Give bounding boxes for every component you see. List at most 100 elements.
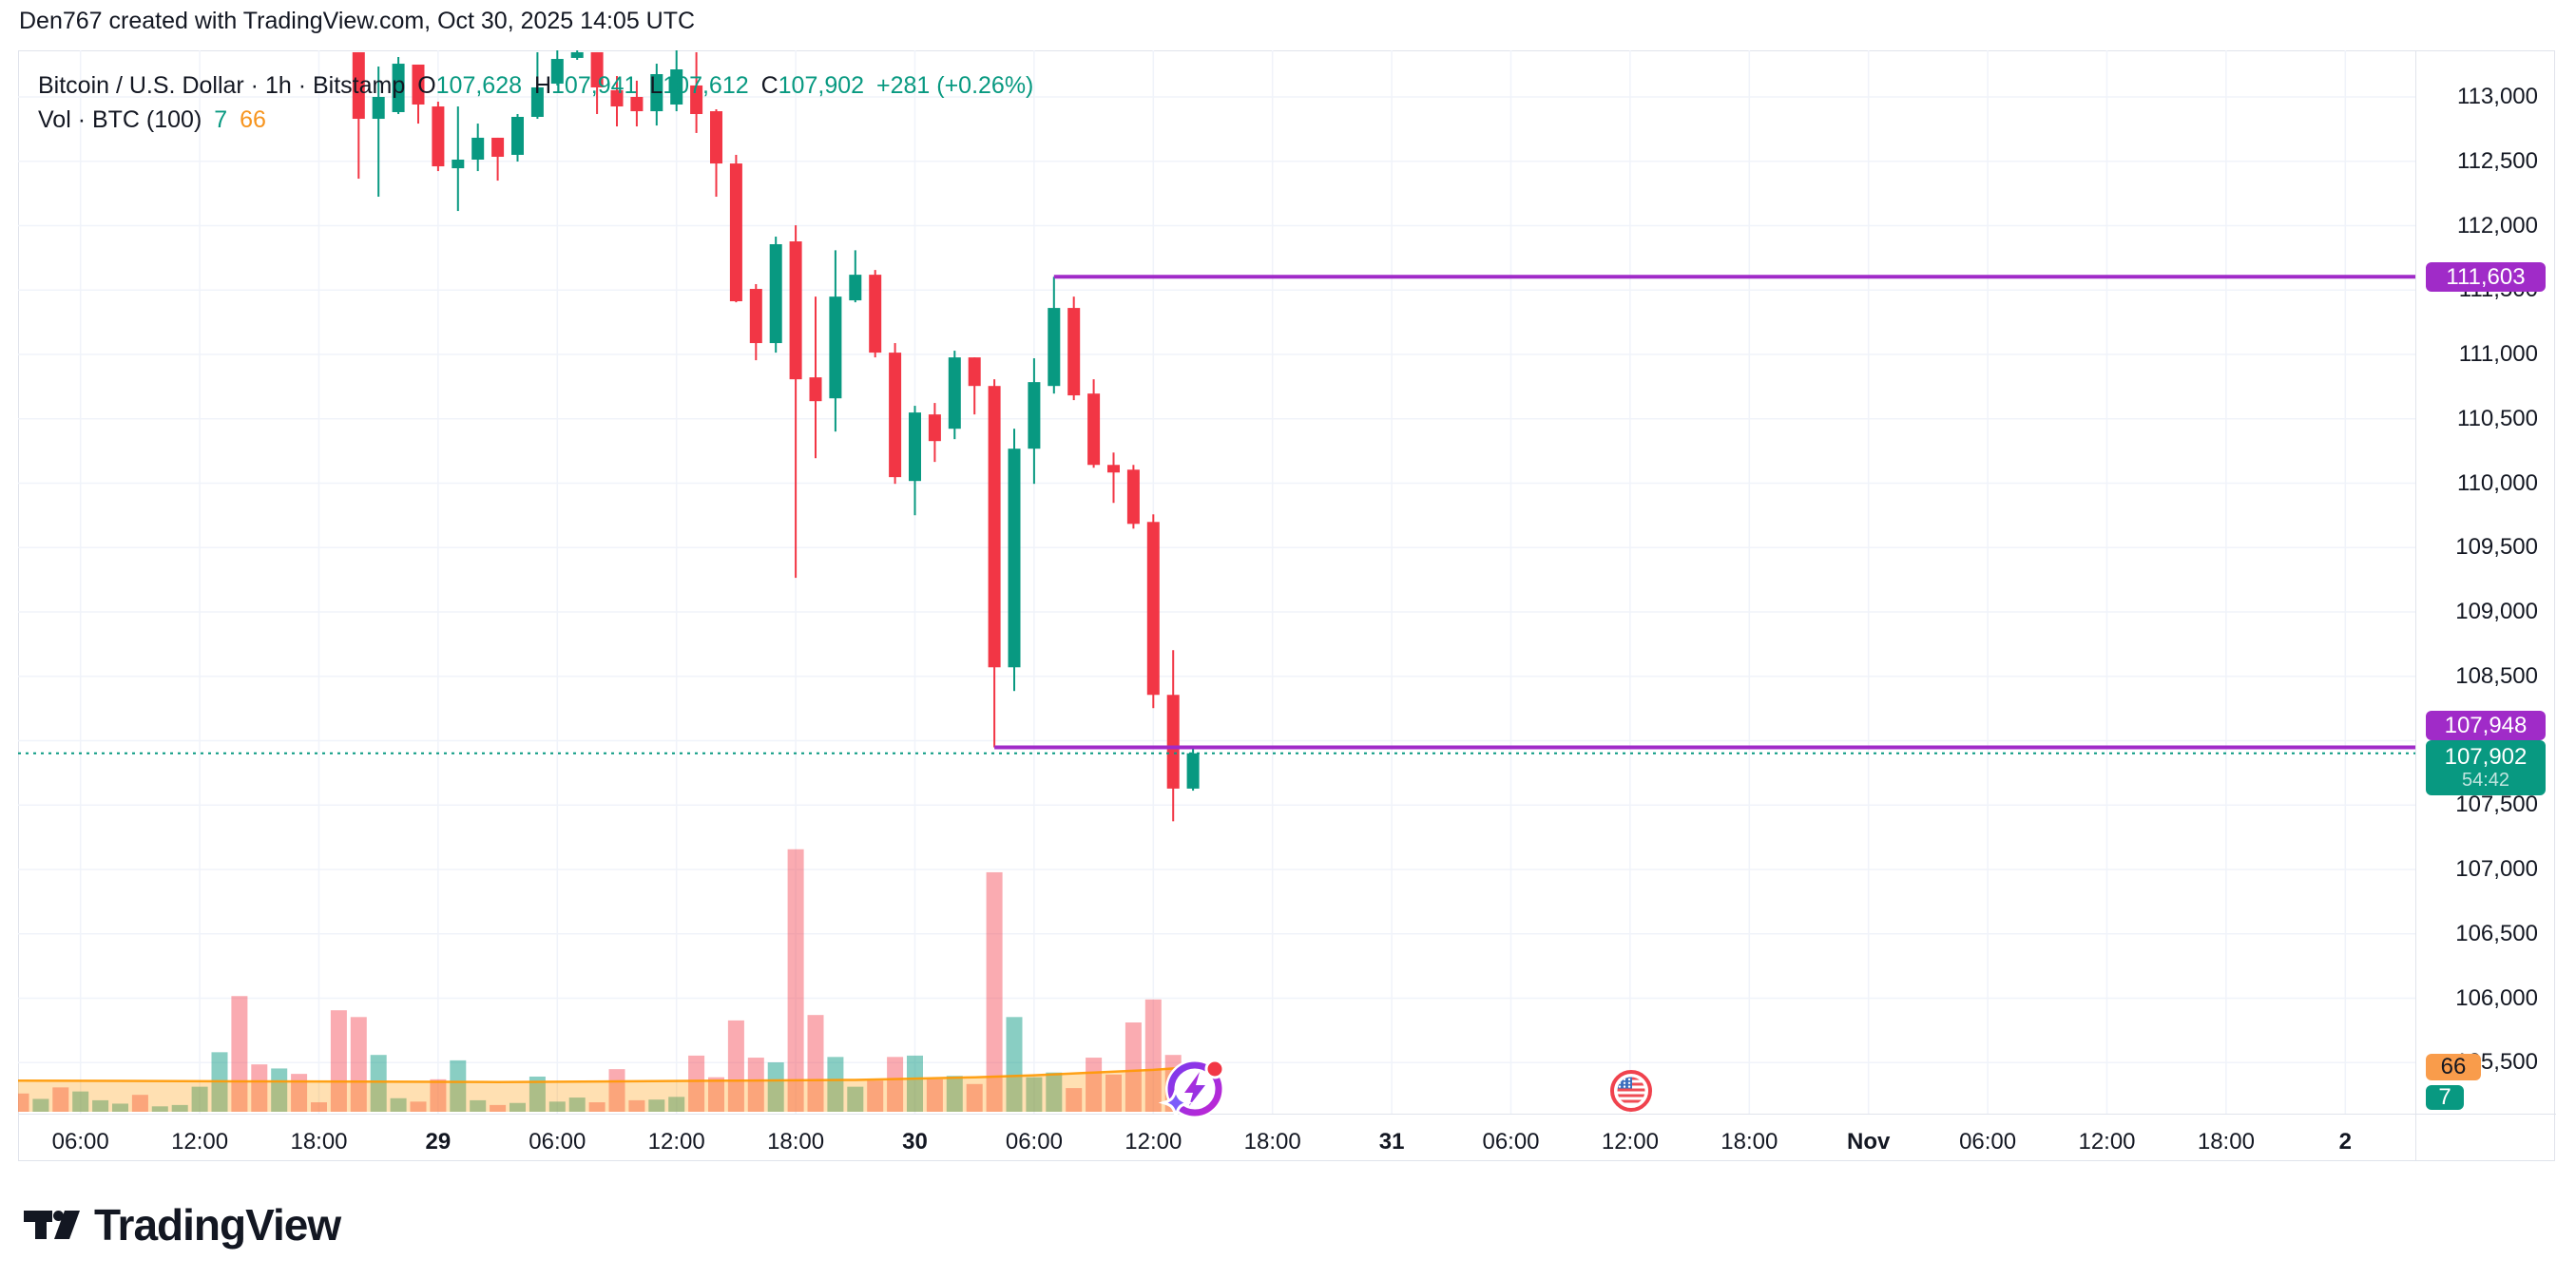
time-axis-label: 30 [902,1129,928,1155]
candle [769,244,782,344]
attribution-text: Den767 created with TradingView.com, Oct… [19,8,696,34]
time-axis-label: 2 [2338,1129,2352,1155]
volume-bar [1026,1077,1043,1112]
candle [491,137,505,158]
candle-wick [377,67,380,198]
last-price-value: 107,902 [2444,744,2528,770]
chart-frame [18,50,2555,1161]
volume-bar [688,1055,705,1112]
candle-wick [456,106,459,212]
price-axis-label: 108,500 [2455,662,2538,689]
volume-bar [151,1106,168,1112]
volume-indicator-title[interactable]: Vol · BTC (100) [38,106,202,133]
candle [670,69,683,105]
candle [392,64,405,112]
volume-bar [787,849,804,1112]
volume-bar [171,1104,188,1112]
volume-bar [18,1093,29,1112]
volume-bar [52,1087,69,1112]
volume-bar [330,1010,347,1112]
volume-bar [1046,1072,1063,1112]
volume-bar [628,1099,645,1112]
volume-bar [509,1102,526,1112]
low-label: L [649,72,663,99]
candle [630,97,644,112]
candle [570,51,584,58]
volume-bar [350,1017,367,1112]
change-value: +281 (+0.26%) [875,72,1034,99]
volume-ma-fill [18,1067,1203,1112]
time-axis-label: 12:00 [647,1129,705,1155]
volume-bar [131,1095,148,1112]
volume-badge: 7 [2426,1085,2464,1110]
volume-bar [608,1069,625,1112]
candle [849,275,862,301]
volume-bar [767,1062,784,1112]
candle [471,137,485,160]
volume-bar [847,1086,864,1112]
candle [452,159,465,169]
symbol-title[interactable]: Bitcoin / U.S. Dollar · 1h · Bitstamp [38,72,406,99]
volume-bar [648,1099,665,1112]
volume-bar [668,1097,685,1112]
candle [1087,393,1101,466]
candle [432,106,445,167]
volume-bar [92,1099,109,1112]
volume-bar [311,1102,327,1112]
volume-current-value: 7 [214,106,228,133]
price-axis-label: 106,500 [2455,920,2538,946]
candle-wick [536,51,539,120]
volume-bar [588,1102,606,1112]
volume-ma-line [18,1065,1203,1083]
candle [1107,465,1120,473]
candle [610,89,624,107]
price-axis-label: 113,000 [2457,84,2538,109]
candle [928,414,941,442]
candle [530,86,544,118]
volume-bar [72,1091,89,1112]
candle [749,289,762,344]
ai-flash-signal-icon[interactable] [1153,1048,1235,1130]
candle [690,85,703,115]
tradingview-logo[interactable]: TradingView [22,1199,341,1250]
candle [829,296,842,399]
candle [729,163,742,302]
time-axis-label: 18:00 [290,1129,348,1155]
volume-pane [18,849,1201,1112]
high-label: H [533,72,552,99]
tradingview-logo-mark [24,1211,80,1239]
price-axis-label: 112,000 [2457,212,2538,239]
price-axis[interactable]: 113,000112,500112,000111,500111,000110,5… [2416,50,2555,1161]
volume-bar [887,1057,904,1112]
volume-bar [470,1099,487,1112]
time-axis-label: 29 [425,1129,452,1155]
volume-bar [191,1086,208,1112]
symbol-legend: Bitcoin / U.S. Dollar · 1h · Bitstamp O1… [38,68,1039,137]
time-axis-label: 06:00 [1959,1129,2017,1155]
candle [1028,382,1041,449]
alert-price-badge-lower: 107,948 [2426,711,2546,740]
volume-bar [390,1098,407,1112]
time-axis-label: 12:00 [2078,1129,2136,1155]
time-axis-label: 06:00 [1482,1129,1540,1155]
volume-ma-badge: 66 [2426,1054,2481,1080]
candle [1048,308,1061,387]
volume-bar [32,1098,49,1112]
volume-bar [1125,1022,1142,1112]
last-price-badge: 107,902 54:42 [2426,740,2546,795]
candle [1008,449,1021,668]
candle-wick [795,225,798,579]
us-flag-event-icon[interactable] [1608,1068,1654,1114]
price-axis-label: 110,500 [2457,405,2538,431]
volume-bar [271,1068,288,1112]
candle [590,51,604,87]
price-axis-label: 107,000 [2455,856,2538,882]
price-axis-label: 106,000 [2455,984,2538,1011]
volume-bar [807,1015,824,1112]
open-value: 107,628 [435,72,523,99]
candle [1126,469,1140,525]
candle [372,97,385,120]
volume-bar [450,1059,467,1112]
time-axis-label: 06:00 [51,1129,109,1155]
